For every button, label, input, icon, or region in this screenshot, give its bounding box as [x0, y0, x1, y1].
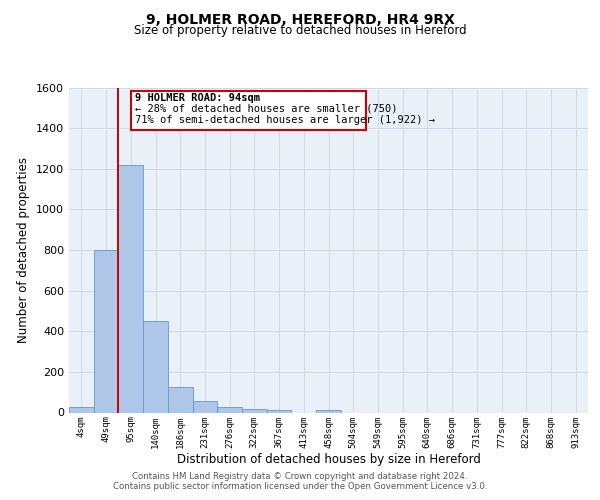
Text: 9 HOLMER ROAD: 94sqm: 9 HOLMER ROAD: 94sqm: [135, 93, 260, 103]
Bar: [69, 408, 94, 412]
Text: Contains public sector information licensed under the Open Government Licence v3: Contains public sector information licen…: [113, 482, 487, 491]
Bar: [242, 410, 267, 412]
Text: ← 28% of detached houses are smaller (750): ← 28% of detached houses are smaller (75…: [135, 104, 398, 114]
FancyBboxPatch shape: [131, 90, 365, 130]
X-axis label: Distribution of detached houses by size in Hereford: Distribution of detached houses by size …: [176, 453, 481, 466]
Y-axis label: Number of detached properties: Number of detached properties: [17, 157, 31, 343]
Bar: [267, 410, 292, 412]
Bar: [94, 250, 118, 412]
Bar: [168, 387, 193, 412]
Bar: [193, 402, 217, 412]
Text: Size of property relative to detached houses in Hereford: Size of property relative to detached ho…: [134, 24, 466, 37]
Bar: [316, 410, 341, 412]
Bar: [118, 164, 143, 412]
Bar: [217, 408, 242, 412]
Bar: [143, 321, 168, 412]
Text: Contains HM Land Registry data © Crown copyright and database right 2024.: Contains HM Land Registry data © Crown c…: [132, 472, 468, 481]
Text: 9, HOLMER ROAD, HEREFORD, HR4 9RX: 9, HOLMER ROAD, HEREFORD, HR4 9RX: [146, 12, 454, 26]
Text: 71% of semi-detached houses are larger (1,922) →: 71% of semi-detached houses are larger (…: [135, 114, 435, 124]
